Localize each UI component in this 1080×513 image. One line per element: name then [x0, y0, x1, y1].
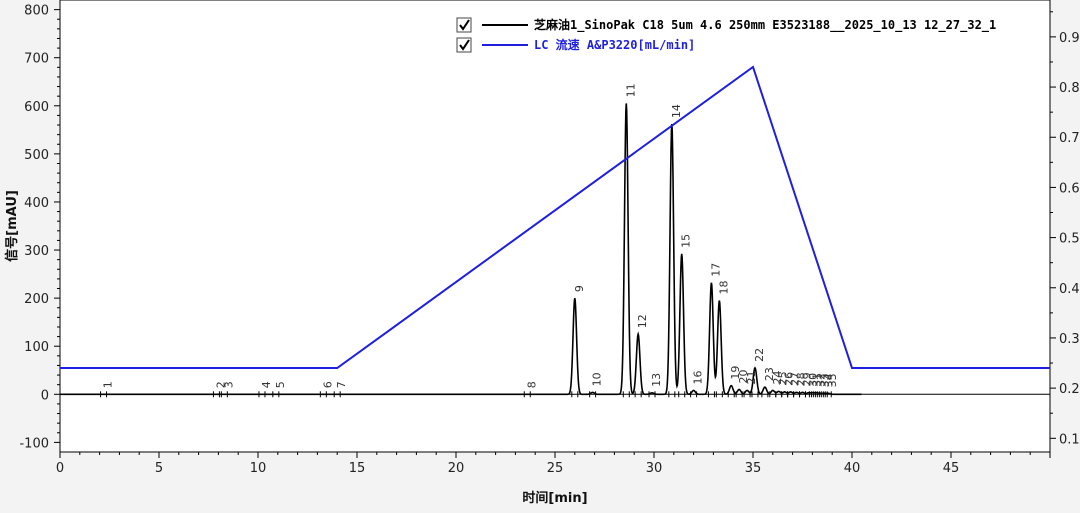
- peak-label: 30: [806, 373, 819, 387]
- y2-tick-label: 0.7: [1059, 131, 1080, 146]
- peak-label: 16: [692, 370, 705, 384]
- peak-label: 23: [763, 367, 776, 381]
- y-tick-label: 700: [24, 52, 49, 67]
- peak-label: 26: [783, 372, 796, 386]
- y2-axis: 0.1 0.2 0.3 0.4 0.5 0.6 0.7 0.8 0.9: [1050, 11, 1080, 447]
- x-tick-label: 35: [745, 461, 762, 476]
- y-tick-label: 600: [24, 100, 49, 115]
- peak-label: 19: [729, 366, 742, 380]
- peak-label: 22: [753, 348, 766, 362]
- peak-label: 20: [737, 369, 750, 383]
- x-tick-label: 10: [250, 461, 267, 476]
- peak-label: 14: [670, 104, 683, 118]
- peak-label: 2: [214, 381, 227, 388]
- y-tick-label: 400: [24, 196, 49, 211]
- peak-label: 18: [717, 281, 730, 295]
- peak-label: 6: [321, 381, 334, 388]
- x-tick-label: 20: [448, 461, 465, 476]
- checkmark-icon: [459, 39, 470, 51]
- checkmark-icon: [459, 19, 470, 31]
- y-axis: -100 0 100 200 300 400 500 600 700 800: [19, 4, 60, 451]
- x-axis-title: 时间[min]: [522, 490, 587, 506]
- y-tick-label: 200: [24, 292, 49, 307]
- legend-item-flow-rate[interactable]: LC 流速 A&P3220[mL/min]: [456, 37, 695, 53]
- peak-label: 24: [771, 370, 784, 384]
- peak-label: 28: [795, 372, 808, 386]
- peak-label: 11: [624, 83, 637, 97]
- y2-tick-label: 0.2: [1059, 382, 1080, 397]
- y-tick-label: 0: [41, 388, 49, 403]
- legend-label-chromatogram: 芝麻油1_SinoPak C18 5um 4.6 250mm E3523188_…: [534, 17, 996, 33]
- peak-label: 13: [650, 373, 663, 387]
- x-tick-label: 5: [155, 461, 163, 476]
- peak-label: 29: [801, 372, 814, 386]
- flow-rate-line: [60, 65, 1050, 370]
- x-axis: 0 5 10 15 20 25 30 35 40 45: [56, 452, 1051, 476]
- x-tick-label: 30: [646, 461, 663, 476]
- peak-label: 15: [680, 234, 693, 248]
- legend: 芝麻油1_SinoPak C18 5um 4.6 250mm E3523188_…: [456, 17, 996, 53]
- y2-tick-label: 0.5: [1059, 232, 1080, 247]
- peak-label: 10: [591, 372, 604, 386]
- peak-label: 7: [335, 381, 348, 388]
- peak-label: 31: [810, 373, 823, 387]
- peak-label: 21: [745, 370, 758, 384]
- x-tick-label: 0: [56, 461, 64, 476]
- y-axis-title: 信号[mAU]: [4, 190, 20, 262]
- peak-label: 1: [102, 381, 115, 388]
- y2-tick-label: 0.4: [1059, 282, 1080, 297]
- x-tick-label: 25: [547, 461, 564, 476]
- y-tick-label: 300: [24, 244, 49, 259]
- plot-area: [59, 0, 1051, 453]
- x-tick-label: 45: [943, 461, 960, 476]
- y-tick-label: 100: [24, 340, 49, 355]
- y2-tick-label: 0.3: [1059, 332, 1080, 347]
- legend-item-chromatogram[interactable]: 芝麻油1_SinoPak C18 5um 4.6 250mm E3523188_…: [456, 17, 996, 33]
- peak-label: 12: [636, 314, 649, 328]
- peak-labels: 1 23 4 5 6 7 891011121314151617181920212223242…: [102, 83, 840, 388]
- y2-tick-label: 0.1: [1059, 432, 1080, 447]
- peak-label: 5: [274, 381, 287, 388]
- peak-label: 8: [525, 381, 538, 388]
- peak-label: 3: [222, 381, 235, 388]
- peak-label: 35: [826, 373, 839, 387]
- y2-tick-label: 0.6: [1059, 181, 1080, 196]
- y2-tick-label: 0.8: [1059, 81, 1080, 96]
- y2-tick-label: 0.9: [1059, 31, 1080, 46]
- peak-label: 25: [777, 371, 790, 385]
- peak-label: 17: [709, 263, 722, 277]
- series-group: [60, 65, 1050, 398]
- legend-label-flow-rate: LC 流速 A&P3220[mL/min]: [534, 37, 695, 52]
- peak-label: 32: [814, 373, 827, 387]
- peak-label: 34: [822, 373, 835, 387]
- y-tick-label: -100: [19, 436, 49, 451]
- x-tick-label: 40: [844, 461, 861, 476]
- peak-label: 33: [818, 373, 831, 387]
- y-tick-label: 800: [24, 4, 49, 19]
- peak-label: 4: [260, 381, 273, 388]
- peak-label: 27: [789, 372, 802, 386]
- peak-label: 9: [573, 285, 586, 292]
- y-tick-label: 500: [24, 148, 49, 163]
- x-tick-label: 15: [349, 461, 366, 476]
